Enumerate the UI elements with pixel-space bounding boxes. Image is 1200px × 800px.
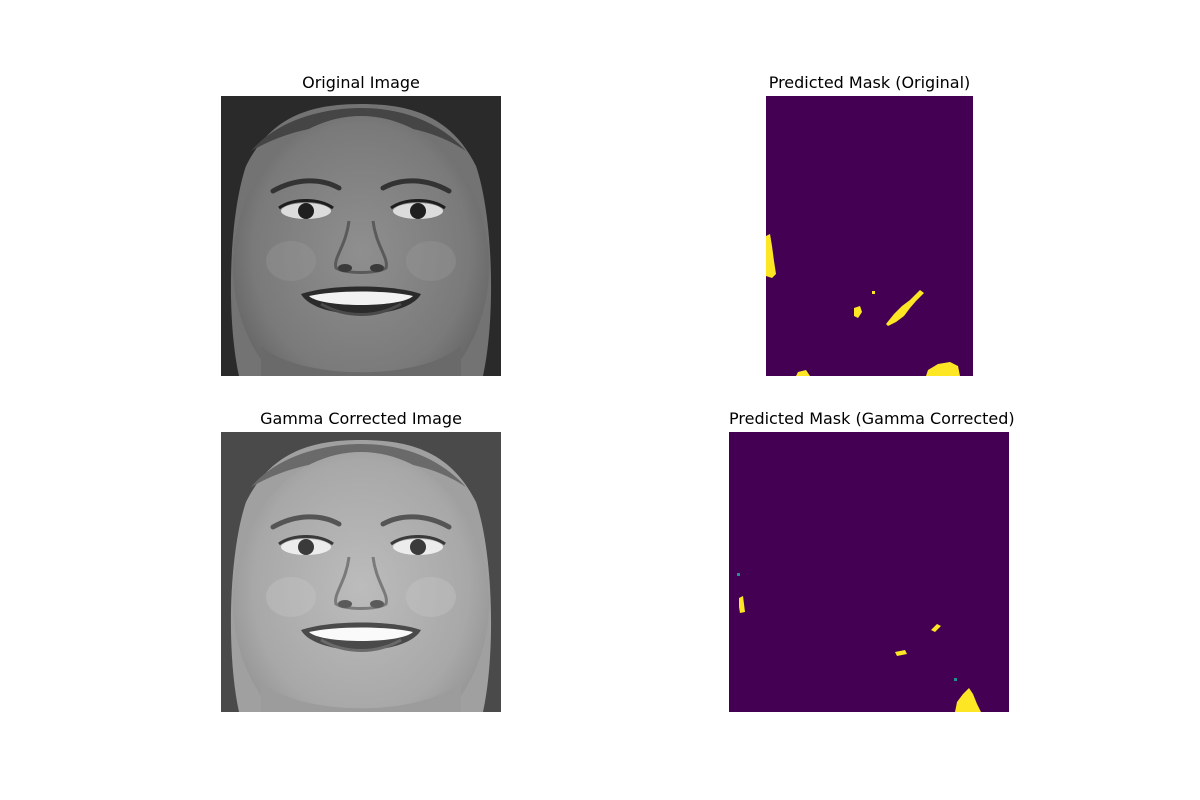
mask-gamma-image	[729, 432, 1009, 712]
gamma-face-image	[221, 432, 501, 712]
panel-original-image: Original Image	[221, 72, 501, 376]
mask-original-image	[766, 96, 973, 376]
original-face-image	[221, 96, 501, 376]
panel-mask-original: Predicted Mask (Original)	[766, 72, 973, 376]
panel-title-mask-gamma: Predicted Mask (Gamma Corrected)	[729, 409, 1015, 428]
panel-title-gamma: Gamma Corrected Image	[260, 409, 462, 428]
panel-mask-gamma: Predicted Mask (Gamma Corrected)	[729, 408, 1015, 712]
panel-title-mask-original: Predicted Mask (Original)	[768, 73, 971, 92]
panel-title-original: Original Image	[302, 73, 420, 92]
panel-gamma-corrected-image: Gamma Corrected Image	[221, 408, 501, 712]
